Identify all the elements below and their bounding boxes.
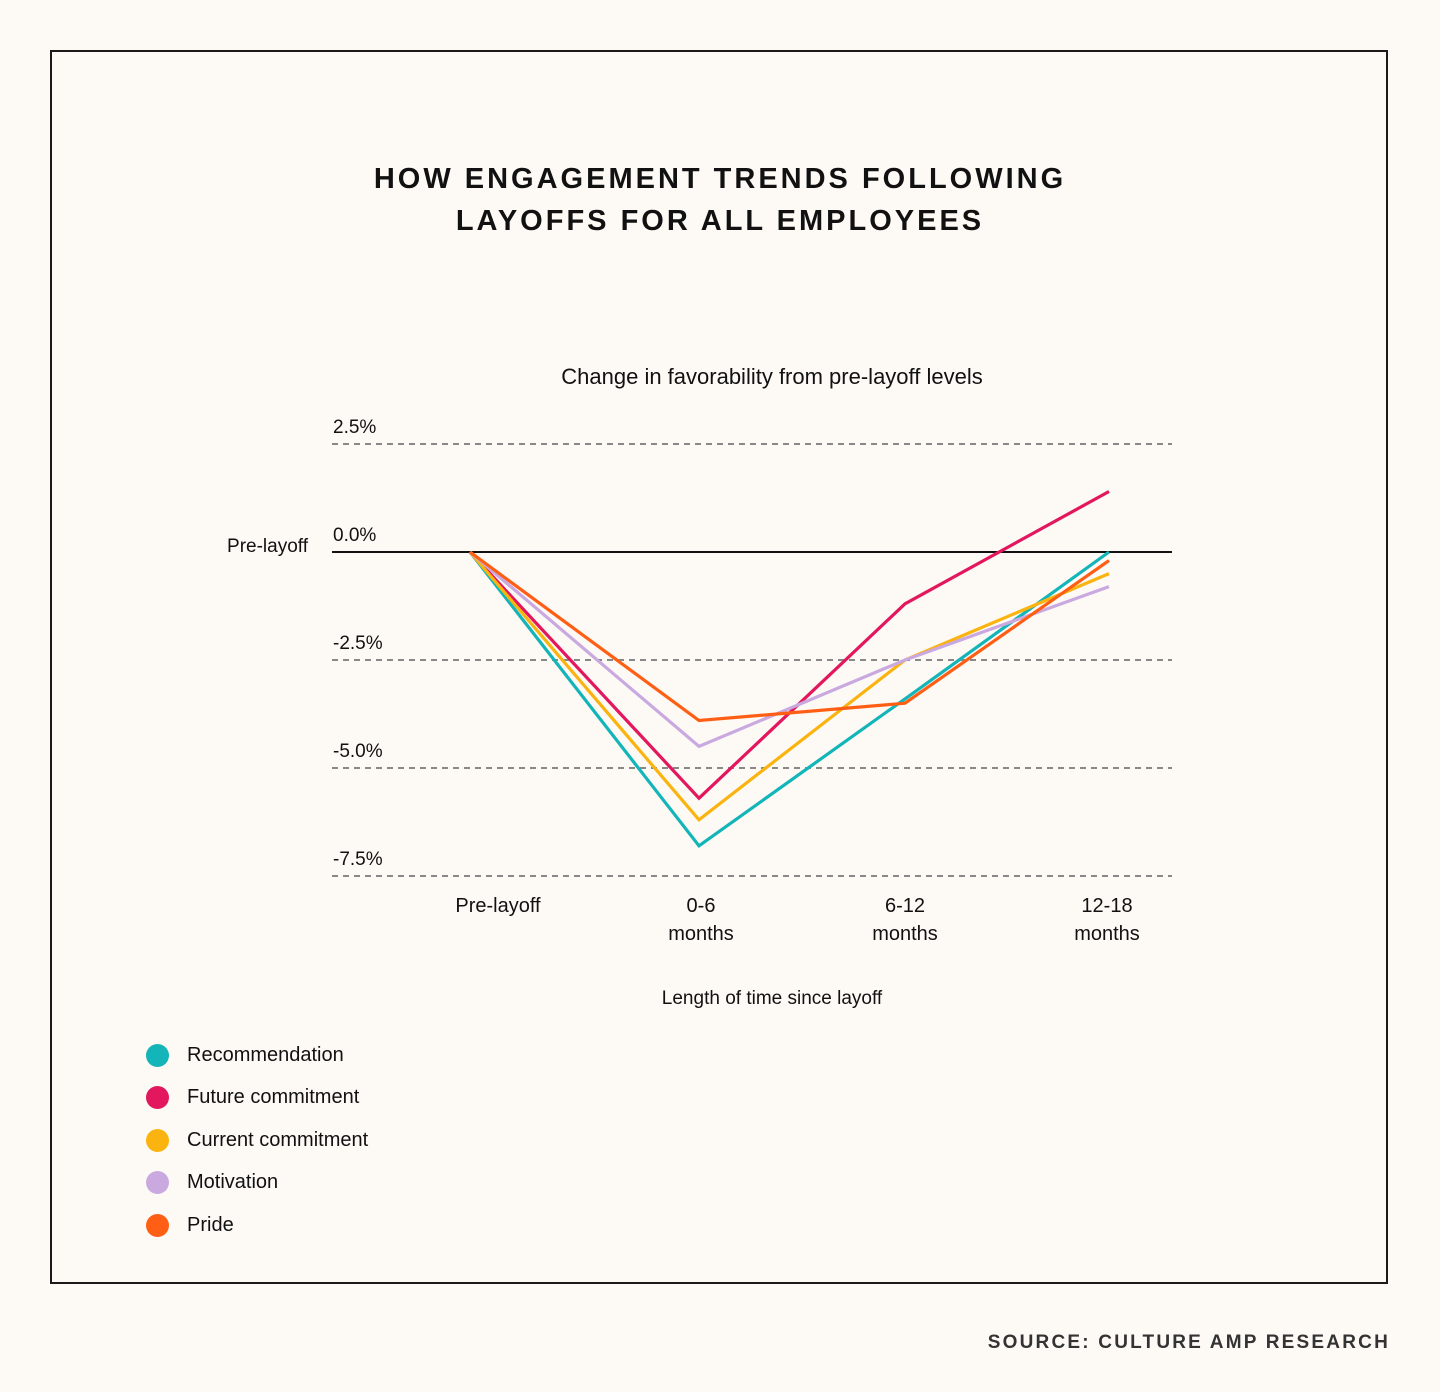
legend-swatch bbox=[146, 1171, 169, 1195]
chart-subtitle: Change in favorability from pre-layoff l… bbox=[561, 364, 982, 389]
chart-legend: Recommendation Future commitment Current c… bbox=[146, 1034, 546, 1247]
x-axis-title: Length of time since layoff bbox=[662, 988, 883, 1009]
x-tick-label: 0-6 bbox=[687, 895, 716, 917]
y-tick-label: -7.5% bbox=[333, 849, 383, 870]
legend-label: Future commitment bbox=[187, 1086, 360, 1109]
legend-item-current-commitment: Current commitment bbox=[146, 1119, 546, 1162]
legend-label: Recommendation bbox=[187, 1043, 344, 1066]
chart-title-line-2: LAYOFFS FOR ALL EMPLOYEES bbox=[455, 205, 985, 237]
chart-frame bbox=[50, 50, 1388, 1284]
x-tick-label: 6-12 bbox=[885, 895, 925, 917]
y-tick-label: 2.5% bbox=[333, 417, 376, 438]
y-tick-label: 0.0% bbox=[333, 525, 376, 546]
legend-label: Pride bbox=[187, 1213, 234, 1236]
x-tick-label: months bbox=[668, 923, 734, 945]
legend-item-pride: Pride bbox=[146, 1204, 546, 1247]
series-line-future-commitment bbox=[468, 490, 1110, 801]
legend-item-motivation: Motivation bbox=[146, 1162, 546, 1205]
x-tick-label: 12-18 bbox=[1081, 895, 1132, 917]
legend-item-recommendation: Recommendation bbox=[146, 1034, 546, 1077]
series-line-motivation bbox=[468, 550, 1110, 749]
series-line-recommendation bbox=[468, 550, 1110, 848]
series-line-current-commitment bbox=[468, 550, 1110, 822]
source-note: SOURCE: CULTURE AMP RESEARCH bbox=[987, 1332, 1390, 1353]
legend-label: Motivation bbox=[187, 1171, 279, 1194]
legend-item-future-commitment: Future commitment bbox=[146, 1077, 546, 1120]
chart-title-line-1: HOW ENGAGEMENT TRENDS FOLLOWING bbox=[373, 163, 1067, 195]
legend-swatch bbox=[146, 1086, 169, 1110]
legend-swatch bbox=[146, 1128, 169, 1152]
legend-swatch bbox=[146, 1213, 169, 1237]
x-tick-label: Pre-layoff bbox=[455, 895, 541, 917]
zero-line-label: Pre-layoff bbox=[227, 536, 309, 557]
legend-label: Current commitment bbox=[187, 1128, 369, 1151]
legend-swatch bbox=[146, 1043, 169, 1067]
x-tick-label: months bbox=[872, 923, 938, 945]
x-tick-label: months bbox=[1074, 923, 1140, 945]
chart-title: HOW ENGAGEMENT TRENDS FOLLOWING LAYOFFS … bbox=[50, 158, 1390, 242]
y-tick-label: -2.5% bbox=[333, 633, 383, 654]
series-line-pride bbox=[469, 550, 1110, 723]
y-tick-label: -5.0% bbox=[333, 741, 383, 762]
